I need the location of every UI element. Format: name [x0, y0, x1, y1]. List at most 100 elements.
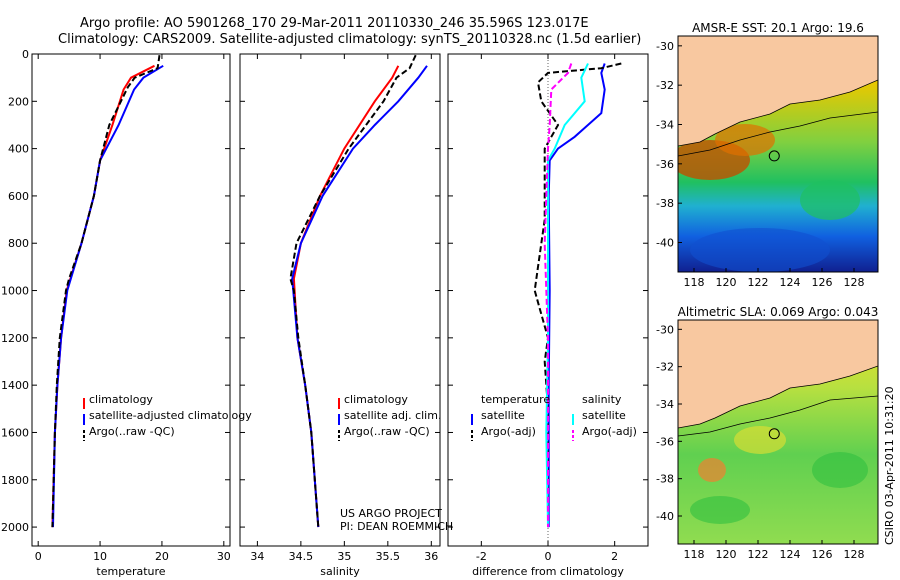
sst-map-title: AMSR-E SST: 20.1 Argo: 19.6	[692, 21, 864, 35]
legend-diff-sal-satellite: satellite	[582, 409, 626, 422]
x-tick-label: 34.5	[289, 550, 314, 563]
sla-map-title: Altimetric SLA: 0.069 Argo: 0.043	[678, 305, 879, 319]
map-x-tick-label: 128	[844, 276, 865, 289]
plot-frame	[31, 53, 231, 547]
sla-contour	[678, 395, 878, 437]
legend-sal-satellite: satellite adj. clim.	[344, 409, 441, 422]
series-line-satellite-adjusted-climatology	[52, 64, 164, 528]
legend-satellite-adjusted: satellite-adjusted climatology	[89, 409, 252, 422]
x-tick-label: 36	[424, 550, 438, 563]
sla-map: Altimetric SLA: 0.069 Argo: 0.043 118 120…	[656, 305, 879, 561]
map-y-tick-label: -38	[656, 197, 674, 210]
x-axis-label: temperature	[96, 565, 165, 578]
map-y-tick-label: -30	[656, 323, 674, 336]
series-line-temperature-satellite	[547, 63, 606, 528]
sst-coastline	[678, 79, 878, 147]
x-tick-label: 34	[250, 550, 264, 563]
x-tick-label: 35.5	[376, 550, 401, 563]
y-tick-label: 0	[22, 48, 29, 61]
y-tick-label: 400	[8, 143, 29, 156]
plot-frame	[239, 53, 441, 547]
sla-high-blob	[734, 426, 786, 454]
sla-argo-location-marker	[768, 428, 780, 440]
y-tick-label: 2000	[1, 521, 29, 534]
sst-cool-blob	[690, 228, 830, 272]
map-x-tick-label: 128	[844, 548, 865, 561]
map-y-tick-label: -38	[656, 473, 674, 486]
y-tick-label: 1600	[1, 426, 29, 439]
temperature-legend: climatology satellite-adjusted climatolo…	[83, 393, 252, 441]
difference-panel: -2 0 2 difference from climatology	[447, 53, 649, 578]
x-tick-label: 20	[155, 550, 169, 563]
map-x-tick-label: 122	[748, 276, 769, 289]
map-x-tick-label: 118	[684, 276, 705, 289]
map-y-tick-label: -36	[656, 435, 674, 448]
map-x-tick-label: 120	[716, 276, 737, 289]
map-x-tick-label: 122	[748, 548, 769, 561]
series-line-salinity-argo-adj-	[543, 63, 573, 528]
sst-cool-blob	[800, 180, 860, 220]
sla-low-blob	[690, 496, 750, 524]
map-x-tick-label: 124	[780, 276, 801, 289]
sst-argo-location-marker	[768, 150, 780, 162]
legend-diff-sal-argo: Argo(-adj)	[582, 425, 637, 438]
map-y-tick-label: -40	[656, 510, 674, 523]
legend-diff-temp-argo: Argo(-adj)	[481, 425, 536, 438]
map-y-tick-label: -32	[656, 361, 674, 374]
map-x-tick-label: 126	[812, 548, 833, 561]
series-line-argo-raw-qc-	[51, 55, 161, 528]
y-tick-label: 1800	[1, 474, 29, 487]
y-tick-label: 600	[8, 190, 29, 203]
x-tick-label: -2	[476, 550, 487, 563]
sla-map-frame	[677, 319, 879, 545]
salinity-legend: climatology satellite adj. clim. Argo(..…	[338, 393, 441, 441]
pi-credit: PI: DEAN ROEMMICH	[340, 520, 453, 533]
series-line-argo-raw-qc-	[289, 54, 417, 528]
x-tick-label: 35	[337, 550, 351, 563]
sst-contour	[678, 111, 878, 157]
sla-high-blob	[698, 458, 726, 482]
legend-climatology: climatology	[89, 393, 153, 406]
series-line-satellite-adj-clim-	[291, 65, 428, 528]
sst-map: AMSR-E SST: 20.1 Argo: 19.6 118 120 122 124…	[656, 21, 879, 289]
salinity-panel: 34 34.5 35 35.5 36 salinity	[239, 53, 441, 578]
project-credit: US ARGO PROJECT	[340, 507, 442, 520]
y-tick-label: 200	[8, 95, 29, 108]
legend-sal-argo: Argo(..raw -QC)	[344, 425, 430, 438]
map-x-tick-label: 124	[780, 548, 801, 561]
map-y-tick-label: -40	[656, 237, 674, 250]
x-tick-label: 0	[545, 550, 552, 563]
figure-title-line2: Climatology: CARS2009. Satellite-adjuste…	[58, 32, 641, 47]
y-tick-label: 800	[8, 237, 29, 250]
map-y-tick-label: -30	[656, 40, 674, 53]
map-y-tick-label: -36	[656, 158, 674, 171]
x-axis-label: difference from climatology	[472, 565, 624, 578]
sla-map-axes: 118 120 122 124 126 128 -30 -32 -34 -36 -38 -40	[656, 323, 864, 561]
map-x-tick-label: 126	[812, 276, 833, 289]
map-y-tick-label: -34	[656, 398, 674, 411]
sla-land	[678, 320, 878, 428]
sst-map-frame	[677, 35, 879, 273]
sla-coastline	[678, 365, 878, 429]
x-tick-label: 30	[217, 550, 231, 563]
legend-diff-temperature-title: temperature	[481, 393, 550, 406]
sla-low-blob	[812, 452, 868, 488]
x-tick-label: 10	[93, 550, 107, 563]
y-tick-label: 1200	[1, 332, 29, 345]
sst-map-axes: 118 120 122 124 126 128 -30 -32 -34 -36 -38 -40	[656, 40, 864, 289]
y-tick-label: 1400	[1, 379, 29, 392]
x-axis-label: salinity	[320, 565, 360, 578]
x-tick-label: 2	[611, 550, 618, 563]
map-y-tick-label: -32	[656, 79, 674, 92]
csiro-stamp: CSIRO 03-Apr-2011 10:31:20	[883, 386, 896, 545]
legend-argo: Argo(..raw -QC)	[89, 425, 175, 438]
temperature-panel: 0 10 20 30 0 200 400 600 800 1000 1200 1400 1600 1800…	[1, 48, 231, 578]
difference-legend: temperature satellite Argo(-adj) salinit…	[471, 393, 637, 441]
map-x-tick-label: 118	[684, 548, 705, 561]
sst-warm-blob	[715, 124, 775, 156]
map-x-tick-label: 120	[716, 548, 737, 561]
map-y-tick-label: -34	[656, 119, 674, 132]
y-tick-label: 1000	[1, 285, 29, 298]
figure-title-line1: Argo profile: AO 5901268_170 29-Mar-2011…	[80, 16, 589, 31]
legend-diff-salinity-title: salinity	[582, 393, 622, 406]
